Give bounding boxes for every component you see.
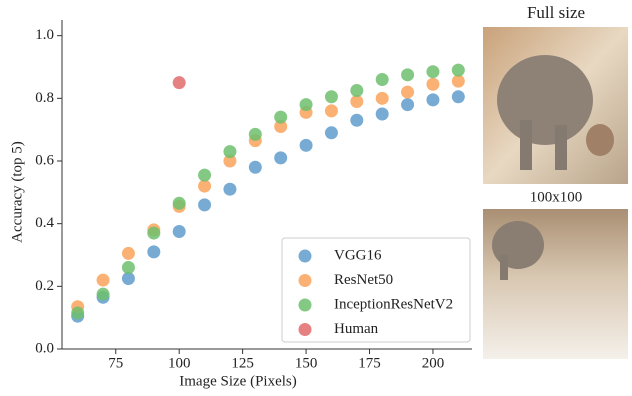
y-tick-label: 0.4 <box>35 215 54 231</box>
point <box>223 182 237 196</box>
point <box>375 91 389 105</box>
point <box>324 90 338 104</box>
point <box>248 160 262 174</box>
x-tick-label: 200 <box>422 355 445 371</box>
point <box>147 226 161 240</box>
point <box>350 113 364 127</box>
point <box>426 77 440 91</box>
point <box>172 225 186 238</box>
point <box>375 73 389 87</box>
x-tick-label: 175 <box>358 355 381 371</box>
point <box>324 104 338 118</box>
point <box>274 120 288 134</box>
y-tick-label: 0.0 <box>35 340 54 356</box>
point <box>121 246 135 260</box>
legend-marker <box>298 323 312 336</box>
full-size-image <box>483 27 628 184</box>
panel-label: Full size <box>527 3 585 22</box>
point <box>96 273 110 287</box>
point <box>451 90 465 104</box>
legend-label: InceptionResNetV2 <box>334 296 453 312</box>
point <box>426 93 440 107</box>
point <box>274 110 288 124</box>
point <box>401 98 415 112</box>
x-axis-label: Image Size (Pixels) <box>179 373 296 389</box>
y-tick-label: 1.0 <box>35 27 54 43</box>
point <box>96 287 110 301</box>
legend-label: ResNet50 <box>334 272 393 288</box>
point <box>401 85 415 99</box>
point <box>299 138 313 152</box>
legend-label: VGG16 <box>334 247 382 263</box>
y-tick-label: 0.2 <box>35 278 54 294</box>
point <box>198 198 212 212</box>
legend-marker <box>298 298 312 312</box>
x-tick-label: 150 <box>295 355 318 371</box>
point <box>71 306 85 320</box>
point <box>198 179 212 193</box>
small-image <box>483 209 628 359</box>
panel-label: 100x100 <box>530 189 583 205</box>
point <box>223 145 237 159</box>
y-tick-label: 0.6 <box>35 152 54 168</box>
y-tick-label: 0.8 <box>35 90 54 106</box>
point <box>147 245 161 259</box>
y-axis-label: Accuracy (top 5) <box>9 141 25 243</box>
point <box>401 68 415 82</box>
point <box>350 94 364 108</box>
x-tick-label: 75 <box>108 355 123 371</box>
point <box>248 127 262 141</box>
point <box>121 272 135 285</box>
legend-label: Human <box>334 321 379 337</box>
point <box>172 76 186 90</box>
point <box>451 74 465 88</box>
point <box>350 84 364 97</box>
legend-marker <box>298 249 312 263</box>
x-tick-label: 125 <box>231 355 254 371</box>
legend: VGG16 ResNet50 InceptionResNetV2 Human <box>281 237 471 343</box>
point <box>121 261 135 275</box>
point <box>274 151 288 165</box>
point <box>198 168 212 182</box>
x-tick-label: 100 <box>168 355 191 371</box>
legend-marker <box>298 274 312 287</box>
point <box>172 196 186 210</box>
point <box>223 154 237 168</box>
point <box>451 63 465 77</box>
point <box>299 98 313 112</box>
point <box>324 126 338 140</box>
point <box>426 65 440 79</box>
point <box>375 107 389 121</box>
